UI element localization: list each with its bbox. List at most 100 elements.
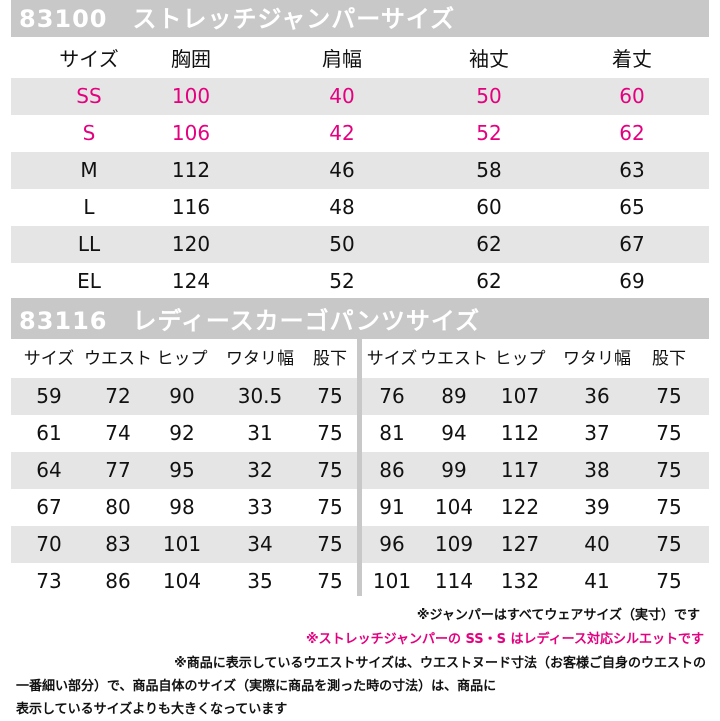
table-cell: 91 — [379, 495, 405, 519]
table-cell: 65 — [619, 195, 645, 219]
table-header-row: サイズ 胸囲 肩幅 袖丈 着丈 — [11, 41, 709, 78]
table-cell: 胸囲 — [171, 47, 211, 71]
table-cell: 41 — [584, 569, 610, 593]
table-cell: 48 — [329, 195, 355, 219]
table-cell: 37 — [584, 421, 610, 445]
pants-section-title: 83116 レディースカーゴパンツサイズ — [19, 307, 481, 335]
table-cell: 92 — [169, 421, 195, 445]
note-ladies-silhouette: ※ストレッチジャンパーの SS・S はレディース対応シルエットです — [306, 632, 704, 647]
table-cell: L — [83, 195, 95, 219]
table-cell: 75 — [317, 384, 343, 408]
table-cell: 122 — [500, 495, 540, 519]
table-cell: 75 — [656, 421, 682, 445]
table-cell: 72 — [105, 384, 131, 408]
table-cell: 33 — [247, 495, 273, 519]
table-cell: 62 — [619, 121, 645, 145]
table-row: 73 86 104 35 75 — [11, 563, 357, 600]
table-cell: 81 — [379, 421, 405, 445]
jumper-section-title: 83100 ストレッチジャンパーサイズ — [19, 5, 456, 33]
table-cell: ヒップ — [156, 349, 208, 369]
table-cell: 75 — [317, 569, 343, 593]
table-cell: 116 — [171, 195, 211, 219]
table-cell: 101 — [372, 569, 412, 593]
table-row: L 116 48 60 65 — [11, 189, 709, 226]
table-cell: 75 — [656, 532, 682, 556]
table-cell: 90 — [169, 384, 195, 408]
table-cell: 36 — [584, 384, 610, 408]
table-cell: 114 — [434, 569, 474, 593]
table-cell: 52 — [329, 269, 355, 293]
table-cell: 100 — [171, 84, 211, 108]
table-cell: 60 — [476, 195, 502, 219]
table-cell: 101 — [162, 532, 202, 556]
table-cell: 58 — [476, 158, 502, 182]
table-cell: 袖丈 — [469, 47, 509, 71]
table-cell: 112 — [171, 158, 211, 182]
pants-size-table-left: サイズ ウエスト ヒップ ワタリ幅 股下 59 72 90 30.5 75 61 74 92 31 75 64… — [11, 339, 357, 596]
table-cell: 98 — [169, 495, 195, 519]
table-cell: 104 — [162, 569, 202, 593]
table-cell: S — [82, 121, 96, 145]
table-cell: 117 — [500, 458, 540, 482]
note-wear-size: ※ジャンパーはすべてウェアサイズ（実寸）です — [416, 608, 700, 623]
table-cell: 67 — [36, 495, 62, 519]
table-cell: 75 — [317, 495, 343, 519]
table-cell: 35 — [247, 569, 273, 593]
table-row: 76 89 107 36 75 — [362, 378, 709, 415]
table-cell: 69 — [619, 269, 645, 293]
table-cell: ヒップ — [494, 349, 546, 369]
table-cell: 76 — [379, 384, 405, 408]
table-cell: 62 — [476, 269, 502, 293]
table-cell: 107 — [500, 384, 540, 408]
pants-size-table-right: サイズ ウエスト ヒップ ワタリ幅 股下 76 89 107 36 75 81 94 112 37 75 86… — [362, 339, 709, 596]
table-cell: 32 — [247, 458, 273, 482]
table-cell: 50 — [329, 232, 355, 256]
table-cell: 74 — [105, 421, 131, 445]
table-cell: サイズ — [59, 47, 119, 71]
note-waist-line3: 表示しているサイズよりも大きくなっています — [16, 702, 288, 717]
table-cell: 109 — [434, 532, 474, 556]
table-cell: 120 — [171, 232, 211, 256]
table-row: 91 104 122 39 75 — [362, 489, 709, 526]
table-row: LL 120 50 62 67 — [11, 226, 709, 263]
table-cell: 40 — [584, 532, 610, 556]
table-row: M 112 46 58 63 — [11, 152, 709, 189]
table-cell: 75 — [656, 569, 682, 593]
table-cell: 42 — [329, 121, 355, 145]
table-cell: 75 — [656, 384, 682, 408]
table-row: 96 109 127 40 75 — [362, 526, 709, 563]
table-cell: 63 — [619, 158, 645, 182]
note-waist-line1: ※商品に表示しているウエストサイズは、ウエストヌード寸法（お客様ご自身のウエスト… — [174, 656, 706, 671]
table-cell: ウエスト — [420, 349, 488, 369]
table-cell: 肩幅 — [322, 47, 362, 71]
table-cell: 127 — [500, 532, 540, 556]
table-cell: 75 — [317, 421, 343, 445]
jumper-size-table: サイズ 胸囲 肩幅 袖丈 着丈 SS 100 40 50 60 S 106 42 52 62 M 112 46 58… — [11, 37, 709, 298]
table-cell: サイズ — [366, 349, 418, 369]
table-cell: 99 — [441, 458, 467, 482]
table-cell: 67 — [619, 232, 645, 256]
table-cell: 132 — [500, 569, 540, 593]
table-row: S 106 42 52 62 — [11, 115, 709, 152]
table-cell: 75 — [656, 458, 682, 482]
table-cell: EL — [77, 269, 101, 293]
table-row: 81 94 112 37 75 — [362, 415, 709, 452]
table-cell: M — [80, 158, 98, 182]
table-row: 67 80 98 33 75 — [11, 489, 357, 526]
table-row: 59 72 90 30.5 75 — [11, 378, 357, 415]
table-row: 61 74 92 31 75 — [11, 415, 357, 452]
table-cell: 59 — [36, 384, 62, 408]
table-row: 101 114 132 41 75 — [362, 563, 709, 600]
table-cell: 95 — [169, 458, 195, 482]
table-cell: 30.5 — [237, 384, 283, 408]
table-cell: 38 — [584, 458, 610, 482]
note-waist-line2: 一番細い部分）で、商品自体のサイズ（実際に商品を測った時の寸法）は、商品に — [16, 679, 497, 694]
table-row: SS 100 40 50 60 — [11, 78, 709, 115]
table-cell: 104 — [434, 495, 474, 519]
table-cell: SS — [76, 84, 102, 108]
table-cell: 31 — [247, 421, 273, 445]
table-cell: ウエスト — [84, 349, 152, 369]
table-cell: ワタリ幅 — [226, 349, 294, 369]
table-cell: 83 — [105, 532, 131, 556]
table-cell: 77 — [105, 458, 131, 482]
